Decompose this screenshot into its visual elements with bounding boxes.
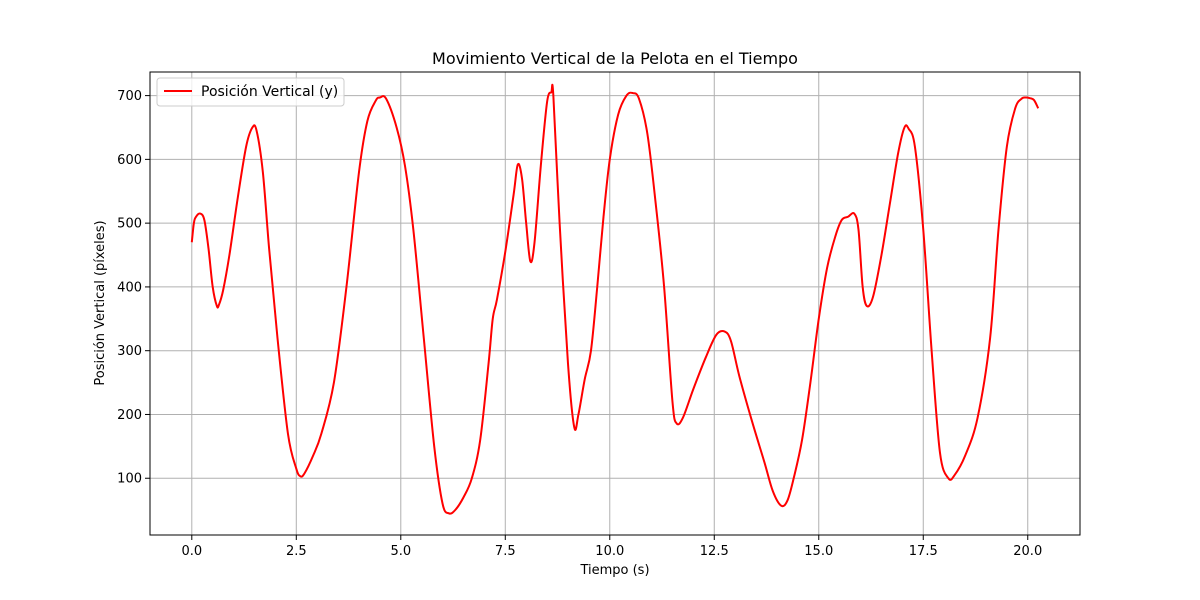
legend-box (156, 77, 345, 107)
x-tick-label: 0.0 (181, 544, 202, 559)
series-line (190, 83, 1040, 515)
y-tick-label: 100 (117, 472, 142, 487)
x-tick-label: 7.5 (495, 544, 516, 559)
y-axis-label: Posición Vertical (píxeles) (93, 220, 108, 385)
x-tick-label: 12.5 (700, 544, 729, 559)
y-tick-label: 200 (117, 408, 142, 423)
x-tick-label: 15.0 (804, 544, 833, 559)
x-axis-label: Tiempo (s) (579, 563, 649, 578)
x-tick-label: 17.5 (909, 544, 938, 559)
plot-frame (149, 71, 1081, 536)
x-tick-label: 20.0 (1013, 544, 1042, 559)
legend-label: Posición Vertical (y) (201, 84, 338, 100)
y-tick-label: 600 (117, 153, 142, 168)
legend: Posición Vertical (y) (156, 77, 345, 107)
y-tick-label: 400 (117, 280, 142, 295)
y-tick-label: 700 (117, 89, 142, 104)
grid (150, 72, 1080, 535)
x-tick-label: 2.5 (286, 544, 307, 559)
x-tick-label: 10.0 (595, 544, 624, 559)
y-axis-ticks: 100 200 300 400 500 600 700 (117, 89, 150, 487)
x-axis-ticks: 0.0 2.5 5.0 7.5 10.0 12.5 15.0 17.5 20.0 (181, 535, 1042, 559)
x-tick-label: 5.0 (390, 544, 411, 559)
chart-title: Movimiento Vertical de la Pelota en el T… (432, 49, 798, 68)
y-tick-label: 500 (117, 217, 142, 232)
y-tick-label: 300 (117, 344, 142, 359)
series-layer (190, 83, 1040, 515)
